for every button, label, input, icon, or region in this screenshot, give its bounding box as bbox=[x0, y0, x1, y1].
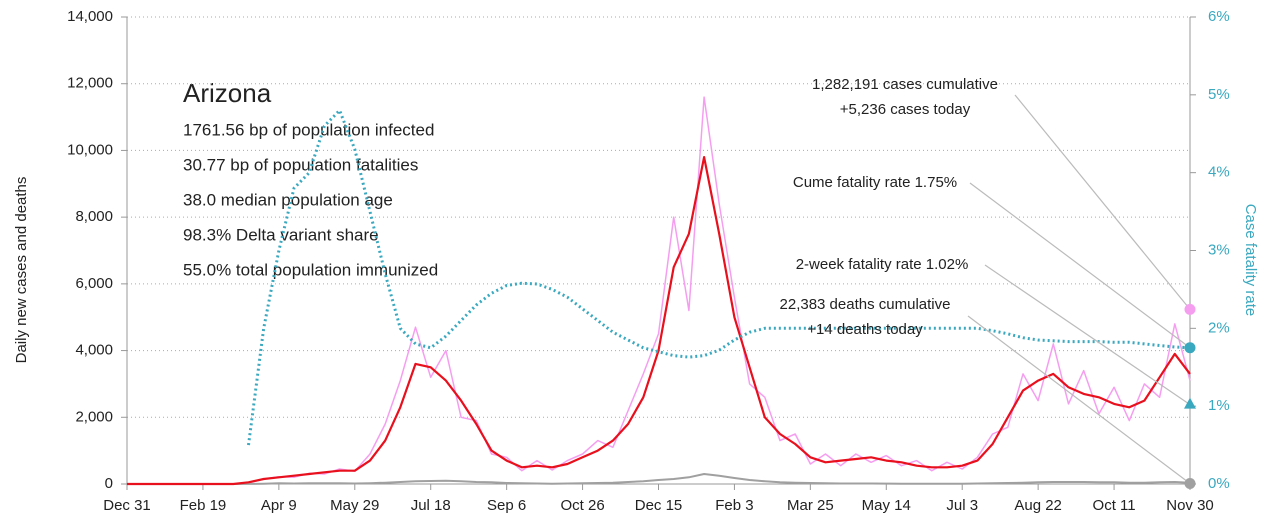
y2-tick-label: 0% bbox=[1208, 475, 1230, 492]
series-line bbox=[127, 156, 1191, 486]
x-tick-label: Nov 30 bbox=[1166, 497, 1214, 514]
x-tick-label: Aug 22 bbox=[1014, 497, 1062, 514]
y-tick-label: 2,000 bbox=[75, 408, 113, 425]
y-axis-label: Daily new cases and deaths bbox=[13, 177, 30, 364]
series-line bbox=[247, 108, 1191, 446]
info-title: Arizona bbox=[183, 78, 272, 108]
x-tick-label: Jul 3 bbox=[946, 497, 978, 514]
y-tick-label: 0 bbox=[105, 475, 113, 492]
x-tick-label: Oct 11 bbox=[1093, 497, 1136, 514]
info-line: 55.0% total population immunized bbox=[183, 260, 438, 279]
info-line: 98.3% Delta variant share bbox=[183, 225, 379, 244]
info-line: 30.77 bp of population fatalities bbox=[183, 155, 418, 174]
x-tick-label: Oct 26 bbox=[560, 497, 604, 514]
leader-line bbox=[969, 182, 1191, 349]
y2-tick-label: 5% bbox=[1208, 86, 1230, 103]
x-tick-label: Jul 18 bbox=[411, 497, 451, 514]
x-tick-label: Dec 15 bbox=[635, 497, 683, 514]
leader-line bbox=[1014, 94, 1191, 310]
y2-tick-label: 6% bbox=[1208, 8, 1230, 25]
info-line: 1761.56 bp of population infected bbox=[183, 120, 434, 139]
series-line bbox=[127, 473, 1191, 485]
y-tick-label: 12,000 bbox=[67, 75, 113, 92]
x-tick-label: Apr 9 bbox=[261, 497, 297, 514]
y-tick-label: 8,000 bbox=[75, 208, 113, 225]
y2-tick-label: 4% bbox=[1208, 164, 1230, 181]
x-tick-label: May 29 bbox=[330, 497, 379, 514]
annotation-text: Cume fatality rate 1.75% bbox=[793, 174, 957, 191]
y2-tick-label: 1% bbox=[1208, 397, 1230, 414]
x-tick-label: Dec 31 bbox=[103, 497, 151, 514]
annotation-text: 22,383 deaths cumulative bbox=[780, 296, 951, 313]
annotation-text: +14 deaths today bbox=[807, 321, 923, 338]
x-tick-label: Mar 25 bbox=[787, 497, 834, 514]
end-marker bbox=[1184, 397, 1196, 409]
leader-line bbox=[984, 264, 1191, 406]
end-marker bbox=[1184, 303, 1196, 315]
y2-tick-label: 2% bbox=[1208, 319, 1230, 336]
leader-line bbox=[967, 315, 1191, 485]
x-tick-label: Sep 6 bbox=[487, 497, 526, 514]
info-line: 38.0 median population age bbox=[183, 190, 393, 209]
annotation-text: +5,236 cases today bbox=[840, 101, 971, 118]
annotation-text: 1,282,191 cases cumulative bbox=[812, 76, 998, 93]
x-tick-label: Feb 19 bbox=[180, 497, 227, 514]
x-tick-label: May 14 bbox=[862, 497, 911, 514]
end-marker bbox=[1184, 342, 1196, 354]
y-tick-label: 14,000 bbox=[67, 8, 113, 25]
y2-axis-label: Case fatality rate bbox=[1242, 204, 1259, 317]
y2-tick-label: 3% bbox=[1208, 241, 1230, 258]
end-marker bbox=[1184, 478, 1196, 490]
y-tick-label: 6,000 bbox=[75, 275, 113, 292]
y-tick-label: 4,000 bbox=[75, 342, 113, 359]
annotation-text: 2-week fatality rate 1.02% bbox=[796, 256, 969, 273]
x-tick-label: Feb 3 bbox=[715, 497, 753, 514]
y-tick-label: 10,000 bbox=[67, 141, 113, 158]
